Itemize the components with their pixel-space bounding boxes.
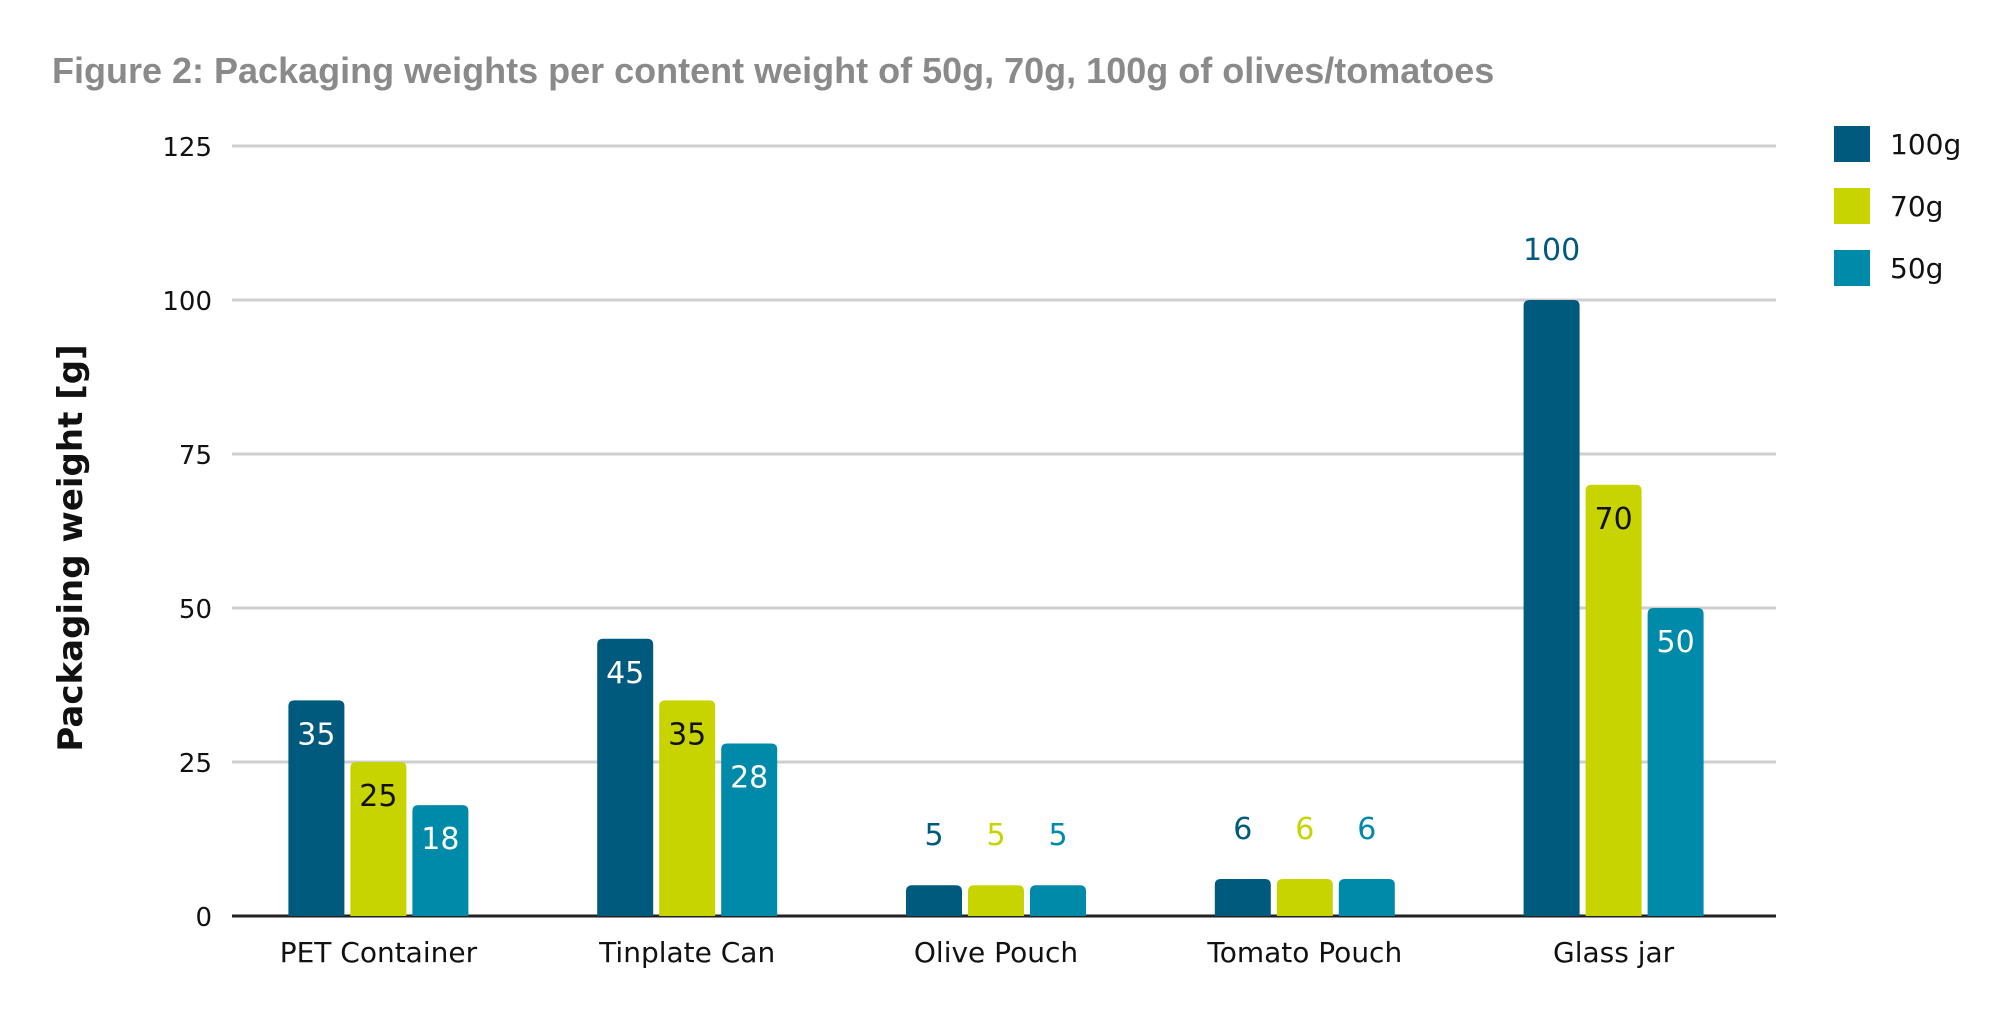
legend-label: 70g <box>1890 190 1943 223</box>
data-label: 6 <box>1233 812 1252 847</box>
data-label: 100 <box>1523 233 1580 268</box>
bar <box>1276 879 1333 916</box>
bar <box>288 700 345 916</box>
bar <box>1585 484 1642 916</box>
data-label: 50 <box>1657 625 1695 660</box>
data-label: 6 <box>1295 812 1314 847</box>
data-label: 5 <box>924 818 943 853</box>
bar <box>1647 608 1704 916</box>
bar <box>721 743 778 916</box>
bar <box>1338 879 1395 916</box>
data-label: 5 <box>986 818 1005 853</box>
data-label: 28 <box>730 761 768 796</box>
bar <box>1214 879 1271 916</box>
data-label: 25 <box>359 779 397 814</box>
y-tick-label: 125 <box>162 133 212 163</box>
data-label: 35 <box>297 717 335 752</box>
legend-label: 100g <box>1890 128 1961 161</box>
bar <box>412 805 469 916</box>
y-tick-label: 75 <box>179 441 212 471</box>
chart-title: Figure 2: Packaging weights per content … <box>52 50 1495 91</box>
x-tick-label: PET Container <box>280 936 478 969</box>
bar <box>1523 300 1580 916</box>
data-label: 5 <box>1048 818 1067 853</box>
legend-swatch <box>1834 188 1870 224</box>
bar <box>968 885 1024 916</box>
bar <box>350 762 407 916</box>
x-tick-label: Tomato Pouch <box>1206 936 1402 969</box>
x-tick-label: Olive Pouch <box>914 936 1078 969</box>
data-label: 45 <box>606 656 644 691</box>
bar <box>1030 885 1086 916</box>
data-label: 70 <box>1595 502 1633 537</box>
y-tick-label: 0 <box>195 903 212 933</box>
legend-swatch <box>1834 250 1870 286</box>
data-label: 6 <box>1357 812 1376 847</box>
y-tick-label: 50 <box>179 595 212 625</box>
bar <box>906 885 962 916</box>
y-tick-label: 25 <box>179 749 212 779</box>
bar <box>659 700 716 916</box>
x-tick-label: Glass jar <box>1553 936 1675 969</box>
x-tick-label: Tinplate Can <box>598 936 775 969</box>
data-label: 35 <box>668 717 706 752</box>
y-tick-label: 100 <box>162 287 212 317</box>
legend-swatch <box>1834 126 1870 162</box>
data-label: 18 <box>421 822 459 857</box>
legend-label: 50g <box>1890 252 1943 285</box>
y-axis-label: Packaging weight [g] <box>51 344 91 751</box>
bar <box>597 638 654 916</box>
